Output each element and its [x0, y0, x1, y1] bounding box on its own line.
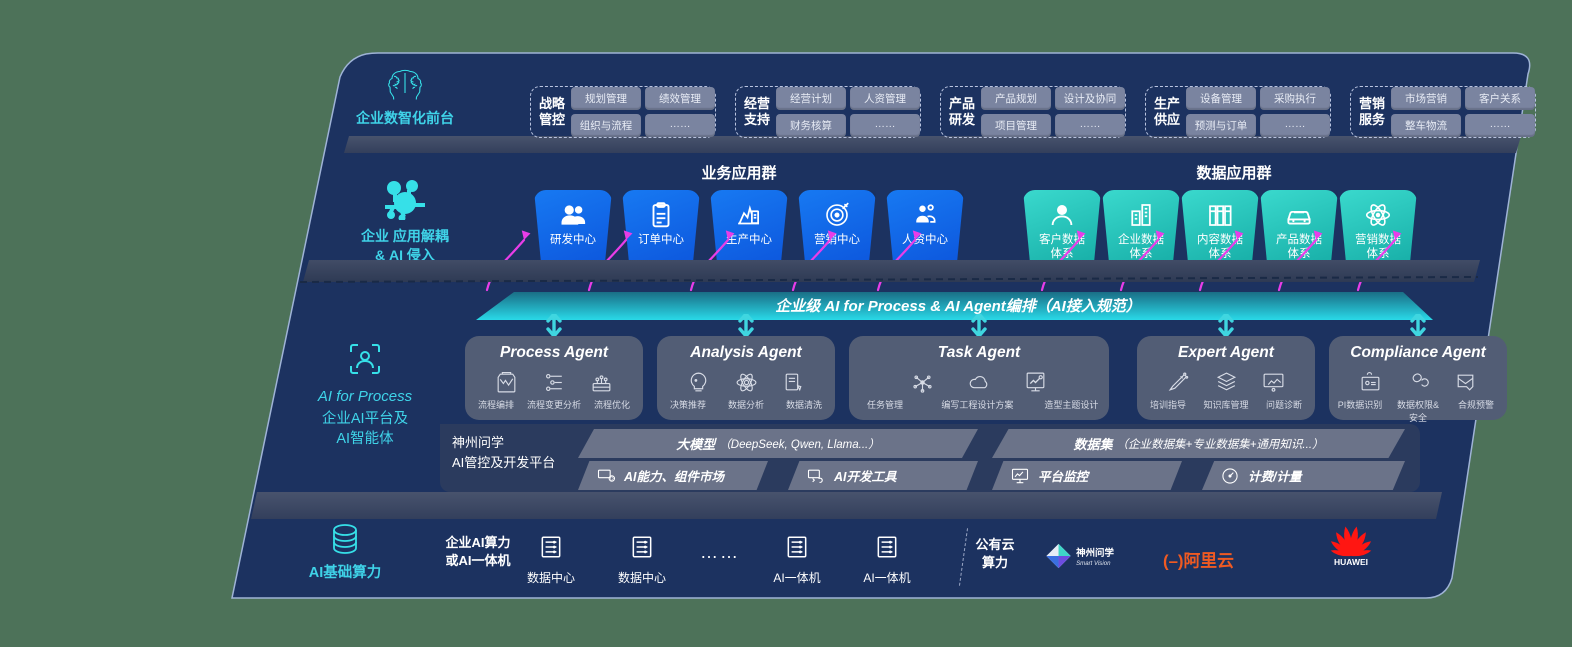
svg-text:神州问学: 神州问学 — [1076, 547, 1114, 559]
svg-text:Smart Vision: Smart Vision — [1076, 560, 1111, 567]
svg-text:(–)阿里云: (–)阿里云 — [1163, 552, 1234, 571]
svg-text:HUAWEI: HUAWEI — [1334, 557, 1368, 566]
